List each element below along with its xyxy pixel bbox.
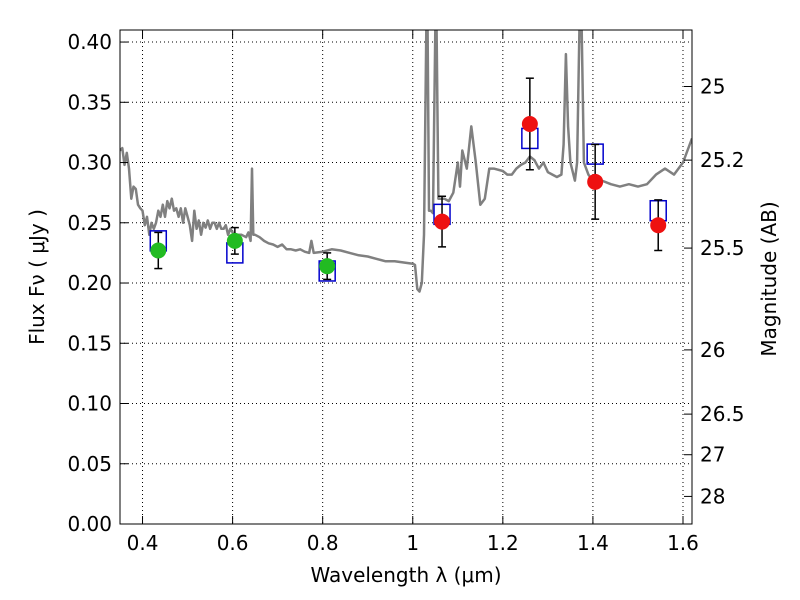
x-tick-label: 1.4 xyxy=(577,531,609,555)
x-tick-label: 1.2 xyxy=(487,531,519,555)
y2-tick-label: 25.5 xyxy=(700,236,745,260)
x-tick-label: 1.6 xyxy=(667,531,699,555)
y-tick-label: 0.00 xyxy=(67,512,112,536)
y-tick-label: 0.30 xyxy=(67,151,112,175)
y-tick-label: 0.10 xyxy=(67,392,112,416)
y2-tick-label: 25 xyxy=(700,75,725,99)
y-tick-label: 0.05 xyxy=(67,452,112,476)
y2-tick-label: 25.2 xyxy=(700,148,745,172)
optical-point xyxy=(226,232,243,249)
y-tick-label: 0.35 xyxy=(67,90,112,114)
grid-lines xyxy=(120,30,692,525)
optical-point xyxy=(150,242,167,259)
nir-point xyxy=(521,115,538,132)
x-tick-label: 1 xyxy=(406,531,419,555)
axis-ticks: 0.4 0.6 0.8 1 1.2 1.4 1.6 0.00 0.05 0.10 0.15 0.20 0… xyxy=(67,30,745,555)
data-series xyxy=(120,30,692,293)
optical-point xyxy=(319,258,336,275)
y2-tick-label: 26.5 xyxy=(700,402,745,426)
x-tick-label: 0.8 xyxy=(307,531,339,555)
y2-tick-label: 28 xyxy=(700,484,725,508)
nir-point xyxy=(587,173,604,190)
y-tick-label: 0.40 xyxy=(67,30,112,54)
x-tick-label: 0.4 xyxy=(127,531,159,555)
y-tick-label: 0.20 xyxy=(67,271,112,295)
y2-tick-label: 27 xyxy=(700,443,725,467)
y-axis-title: Flux Fν ( μJy ) xyxy=(25,209,49,345)
x-axis-title: Wavelength λ (μm) xyxy=(310,563,501,587)
y-tick-label: 0.25 xyxy=(67,211,112,235)
y2-tick-label: 26 xyxy=(700,338,725,362)
y2-axis-title: Magnitude (AB) xyxy=(757,201,781,356)
spectrum-line xyxy=(120,30,692,293)
nir-point xyxy=(434,213,451,230)
plot-frame xyxy=(119,29,693,525)
nir-point xyxy=(650,217,667,234)
x-tick-label: 0.6 xyxy=(217,531,249,555)
y-tick-label: 0.15 xyxy=(67,331,112,355)
